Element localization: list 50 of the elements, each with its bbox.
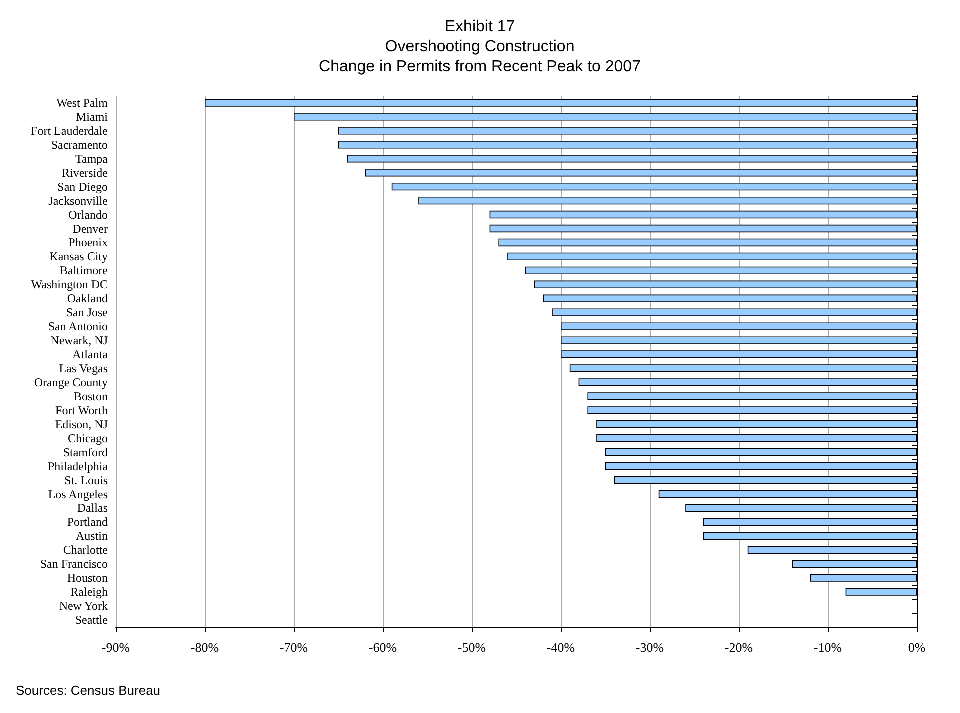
chart-title: Exhibit 17 Overshooting Construction Change in Permits from Recent Peak to 2007 bbox=[319, 18, 642, 76]
x-tick-label: -80% bbox=[190, 640, 220, 655]
source-note: Sources: Census Bureau bbox=[16, 683, 161, 698]
y-tick-label: Portland bbox=[67, 515, 108, 530]
y-tick-label: Denver bbox=[72, 222, 108, 236]
y-tick-label: Charlotte bbox=[63, 543, 108, 558]
y-tick-label: Fort Worth bbox=[56, 403, 108, 418]
y-tick-label: San Jose bbox=[66, 306, 108, 320]
y-tick-label: Seattle bbox=[75, 613, 108, 628]
y-tick-label: Atlanta bbox=[72, 348, 109, 362]
y-tick-label: Philadelphia bbox=[48, 459, 109, 474]
y-tick-label: Houston bbox=[67, 571, 108, 586]
y-tick-label: San Francisco bbox=[40, 557, 108, 572]
y-tick-label: Kansas City bbox=[50, 250, 108, 264]
y-tick-label: Edison, NJ bbox=[55, 417, 108, 432]
y-tick-label: Raleigh bbox=[70, 585, 108, 600]
y-tick-label: Baltimore bbox=[60, 264, 108, 278]
y-tick-label: Orlando bbox=[68, 208, 108, 222]
y-tick-label: Riverside bbox=[62, 166, 108, 180]
y-tick-label: Miami bbox=[76, 110, 109, 124]
y-tick-label: Orange County bbox=[34, 375, 108, 390]
y-tick-label: Newark, NJ bbox=[50, 334, 108, 348]
y-tick-label: Oakland bbox=[67, 292, 108, 306]
y-tick-label: Los Angeles bbox=[48, 487, 108, 502]
y-tick-label: Chicago bbox=[68, 431, 108, 446]
x-tick-label: -70% bbox=[280, 640, 308, 655]
y-tick-label: Austin bbox=[76, 529, 108, 544]
y-tick-label: Fort Lauderdale bbox=[31, 124, 108, 138]
y-tick-label: Phoenix bbox=[68, 236, 108, 250]
x-tick-label: -30% bbox=[636, 640, 664, 655]
y-tick-label: Las Vegas bbox=[59, 361, 108, 376]
y-tick-label: Stamford bbox=[63, 445, 108, 460]
y-tick-label: San Diego bbox=[58, 180, 108, 194]
y-tick-label: Jacksonville bbox=[48, 194, 108, 208]
x-tick-label: -50% bbox=[458, 640, 486, 655]
y-tick-label: San Antonio bbox=[48, 320, 108, 334]
y-tick-label: Dallas bbox=[77, 501, 108, 516]
y-tick-label: St. Louis bbox=[64, 473, 108, 488]
y-tick-label: Boston bbox=[74, 389, 108, 404]
y-tick-label: Tampa bbox=[76, 152, 109, 166]
x-tick-label: -60% bbox=[368, 640, 398, 655]
x-tick-label: -20% bbox=[724, 640, 754, 655]
y-tick-label: West Palm bbox=[56, 96, 109, 110]
y-tick-label: Washington DC bbox=[31, 278, 108, 292]
x-tick-label: -10% bbox=[814, 640, 842, 655]
x-tick-label: -40% bbox=[546, 640, 576, 655]
x-tick-label: 0% bbox=[908, 640, 926, 655]
y-tick-label: New York bbox=[59, 599, 108, 614]
x-tick-label: -90% bbox=[102, 640, 130, 655]
y-tick-label: Sacramento bbox=[51, 138, 108, 152]
